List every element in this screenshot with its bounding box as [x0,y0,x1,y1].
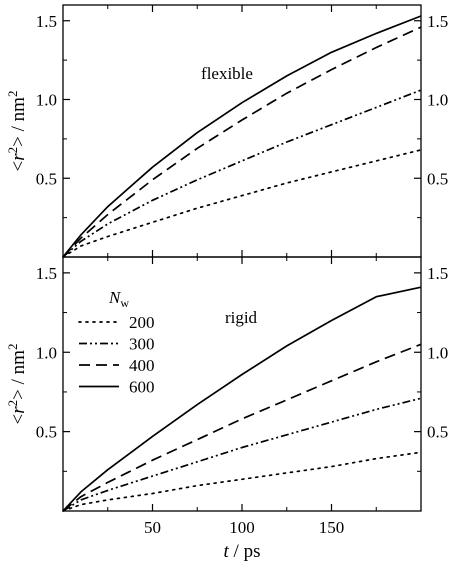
y-axis-label-prefix: < [8,414,29,425]
y-tick-label-right: 1.0 [427,343,448,362]
y-tick-label-left: 1.5 [36,264,57,283]
y-tick-label-right: 0.5 [427,169,448,188]
y-axis-label-prefix: < [8,161,29,172]
legend-label-200: 200 [129,313,155,332]
x-axis-label-suffix: / ps [229,541,261,562]
legend-label-600: 600 [129,378,155,397]
x-axis-label-var: t [224,541,230,562]
series-line-600 [62,286,422,512]
series-line-300 [62,89,422,258]
series-line-400 [62,26,422,258]
series-line-300 [62,397,422,512]
y-axis-label-var: r [8,406,29,414]
y-tick-label-left: 0.5 [36,423,57,442]
y-axis-label: <r2> / nm2 [5,91,29,172]
legend-title-var: N [108,288,122,307]
series-line-200 [62,149,422,258]
y-axis-label-suffix: > / nm [8,97,29,147]
y-axis-label-sup: 2 [5,147,20,154]
legend-label-400: 400 [129,356,155,375]
panel-annotation: flexible [201,64,253,83]
y-axis-label-unit-sup: 2 [5,344,20,351]
y-axis-label-suffix: > / nm [8,350,29,400]
y-tick-label-right: 1.5 [427,264,448,283]
x-tick-label: 50 [144,518,161,537]
x-axis-label: t / ps [224,541,261,562]
y-tick-label-left: 1.0 [36,91,57,110]
y-tick-label-left: 1.0 [36,343,57,362]
y-tick-label-right: 1.5 [427,12,448,31]
y-axis-label-sup: 2 [5,400,20,407]
y-axis-label-unit-sup: 2 [5,91,20,98]
y-tick-label-left: 0.5 [36,169,57,188]
panel-annotation: rigid [225,308,258,327]
y-axis-label: <r2> / nm2 [5,344,29,425]
series-line-600 [62,15,422,258]
x-tick-label: 100 [229,518,255,537]
series-line-200 [62,451,422,512]
y-tick-label-right: 1.0 [427,91,448,110]
legend-title: Nw [108,288,129,310]
legend-label-300: 300 [129,335,155,354]
series-line-400 [62,343,422,512]
legend-title-sub: w [120,296,129,310]
y-tick-label-right: 0.5 [427,423,448,442]
x-tick-label: 150 [319,518,345,537]
y-tick-label-left: 1.5 [36,12,57,31]
y-axis-label-var: r [8,153,29,161]
x-axis-label-group: t / ps [224,541,261,562]
